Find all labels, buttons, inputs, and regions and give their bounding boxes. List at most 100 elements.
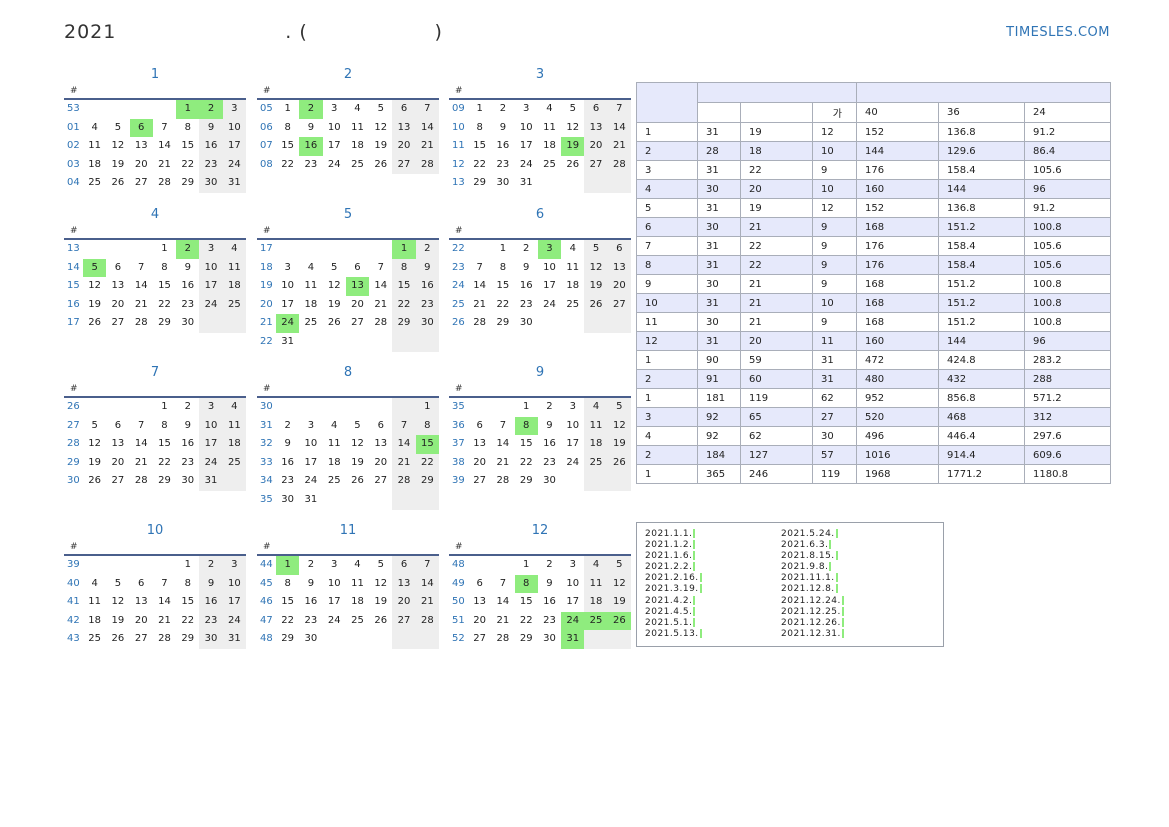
week-row: 20 17 18 19 20 21 22 23 xyxy=(257,295,439,315)
day-cell: 1 xyxy=(176,100,200,119)
week-number: 15 xyxy=(67,280,80,292)
week-row: 04 25 26 27 28 29 30 31 xyxy=(64,174,246,193)
table-cell: 136.8 xyxy=(938,198,1025,218)
week-row: 39 1 2 3 xyxy=(64,556,246,575)
week-number: 46 xyxy=(260,596,273,608)
day-cell: 12 xyxy=(584,258,608,278)
day-cell: 16 xyxy=(181,438,195,450)
week-row: 06 8 9 10 11 12 13 14 xyxy=(257,118,439,138)
day-cell: 24 xyxy=(519,158,533,170)
day-cell: 10 xyxy=(327,121,341,133)
table-cell: 18 xyxy=(740,141,813,161)
holiday-marker xyxy=(835,584,838,594)
day-cell: 9 xyxy=(307,121,315,133)
day-cell: 9 xyxy=(523,261,530,273)
day-cell: 18 xyxy=(304,298,318,310)
week-row: 42 18 19 20 21 22 23 24 xyxy=(64,611,246,631)
day-cell: 30 xyxy=(199,630,223,649)
table-cell: 10 xyxy=(812,179,857,199)
empty-day-cell xyxy=(415,490,439,510)
week-number: 16 xyxy=(67,298,80,310)
table-cell: 144 xyxy=(938,331,1025,351)
month-10: 10 #39 1 2 3 40 4 5 6 7 8 9 10 41 11 12 13 14 15 16 17 42 18 19… xyxy=(64,522,246,649)
day-cell: 11 xyxy=(351,121,364,133)
table-cell: 496 xyxy=(856,426,939,446)
table-cell: 2 xyxy=(636,445,698,465)
month-name: 3 xyxy=(535,67,545,82)
table-cell: 9 xyxy=(812,312,857,332)
day-cell: 26 xyxy=(351,475,364,487)
holiday-item: 2021.1.1. xyxy=(645,529,702,540)
day-cell: 20 xyxy=(374,456,388,468)
day-cell: 11 xyxy=(327,438,341,450)
holiday-item: 2021.5.1. xyxy=(645,617,702,629)
table-cell: 10 xyxy=(636,293,698,313)
holiday-date: 2021.2.16. xyxy=(645,573,699,584)
table-row: 11 30 21 9 168 151.2 100.8 xyxy=(636,312,1111,332)
table-cell: 127 xyxy=(740,445,813,465)
holiday-item: 2021.1.6. xyxy=(645,551,702,562)
day-cell: 15 xyxy=(181,596,195,608)
day-cell: 29 xyxy=(158,317,171,329)
week-number: 30 xyxy=(67,475,80,487)
table-cell: 158.4 xyxy=(938,255,1025,275)
day-cell: 9 xyxy=(499,121,507,133)
day-cell: 2 xyxy=(299,100,323,119)
week-number: 03 xyxy=(67,158,80,170)
day-cell: 26 xyxy=(327,317,341,329)
holiday-marker xyxy=(841,617,844,627)
table-cell: 10 xyxy=(812,141,857,161)
day-cell: 15 xyxy=(158,438,171,450)
day-cell: 8 xyxy=(184,121,191,133)
day-cell: 25 xyxy=(222,295,246,315)
day-cell: 24 xyxy=(561,611,585,631)
table-cell: 28 xyxy=(697,141,741,161)
day-cell: 4 xyxy=(546,103,553,114)
table-cell: 27 xyxy=(812,407,857,427)
empty-day-cell xyxy=(561,174,584,193)
day-cell: 7 xyxy=(161,121,168,133)
week-number: 35 xyxy=(260,493,273,505)
table-cell: 1771.2 xyxy=(938,464,1025,484)
table-cell: 365 xyxy=(697,464,741,484)
empty-day-cell xyxy=(323,630,346,649)
day-cell: 24 xyxy=(276,314,300,333)
table-cell: 105.6 xyxy=(1024,255,1111,275)
day-cell: 29 xyxy=(473,177,486,189)
holiday-item: 2021.2.16. xyxy=(645,573,702,584)
day-cell: 10 xyxy=(543,261,556,273)
day-cell: 8 xyxy=(284,121,291,133)
day-cell: 14 xyxy=(607,118,631,138)
day-cell: 24 xyxy=(327,614,341,626)
day-cell: 24 xyxy=(222,611,246,631)
week-number: 26 xyxy=(452,317,465,329)
holiday-date: 2021.12.8. xyxy=(781,584,835,595)
day-cell: 4 xyxy=(222,240,246,259)
site-link[interactable]: TIMESLES.COM xyxy=(1006,25,1110,40)
day-cell: 15 xyxy=(473,140,486,152)
table-cell: 100.8 xyxy=(1024,312,1111,332)
table-cell: 19 xyxy=(740,122,813,142)
table-cell: 152 xyxy=(856,198,939,218)
day-cell: 28 xyxy=(392,472,416,491)
day-cell: 24 xyxy=(304,475,318,487)
table-cell: 62 xyxy=(812,388,857,408)
empty-day-cell xyxy=(106,398,129,417)
day-cell: 7 xyxy=(138,419,145,431)
week-number: 31 xyxy=(260,419,273,431)
month-5: 5 #17 1 2 18 3 4 5 6 7 8 9 19 10 11 12 13 14 15 16 20 17 18 19 2… xyxy=(257,206,439,352)
day-cell: 5 xyxy=(377,559,384,570)
empty-day-cell xyxy=(584,630,608,649)
holiday-marker xyxy=(693,540,696,550)
week-number: 02 xyxy=(67,140,80,152)
day-cell: 6 xyxy=(114,419,122,431)
day-cell: 6 xyxy=(354,261,361,273)
table-cell: 10 xyxy=(812,293,857,313)
holiday-date: 2021.4.2. xyxy=(645,595,693,606)
day-cell: 2 xyxy=(499,103,507,114)
week-row: 33 16 17 18 19 20 21 22 xyxy=(257,453,439,473)
week-number: 52 xyxy=(452,633,465,645)
day-cell: 28 xyxy=(496,475,510,487)
table-row: 9 30 21 9 168 151.2 100.8 xyxy=(636,274,1111,294)
day-cell: 14 xyxy=(415,574,439,594)
